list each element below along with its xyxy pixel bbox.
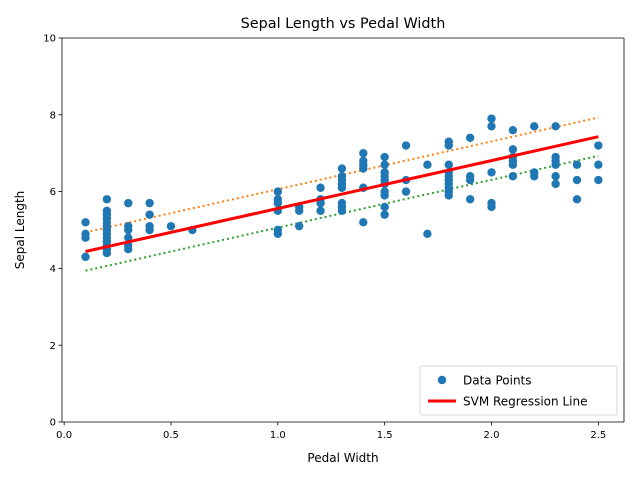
data-point <box>124 233 133 242</box>
data-point <box>273 198 283 208</box>
data-point <box>508 125 518 135</box>
data-point <box>124 198 133 208</box>
data-point <box>145 198 154 208</box>
data-point <box>487 114 496 123</box>
x-tick-label: 0.5 <box>163 430 179 441</box>
data-point <box>465 195 475 204</box>
data-point <box>145 225 154 235</box>
data-point <box>423 160 432 169</box>
data-point <box>81 218 90 227</box>
data-point <box>444 160 453 169</box>
data-point <box>273 187 283 196</box>
data-point <box>316 206 325 215</box>
data-point <box>530 122 539 131</box>
data-point <box>124 245 133 254</box>
data-point <box>316 183 325 192</box>
data-point <box>401 141 411 150</box>
axes-layer <box>61 37 625 423</box>
data-point <box>380 152 389 162</box>
x-tick-label: 0.0 <box>56 430 72 441</box>
data-point <box>444 141 453 150</box>
data-point <box>508 145 518 154</box>
data-point <box>572 160 582 169</box>
data-point <box>594 175 603 185</box>
x-tick-label: 2.5 <box>590 430 606 441</box>
legend-label-svm-line: SVM Regression Line <box>463 395 587 409</box>
y-tick-label: 2 <box>50 341 56 352</box>
data-point <box>337 164 347 173</box>
data-point <box>444 191 453 200</box>
legend: Data Points SVM Regression Line <box>419 365 618 416</box>
data-point <box>102 195 112 204</box>
data-point <box>487 168 496 177</box>
data-point <box>337 206 347 215</box>
data-point <box>401 187 411 196</box>
data-point <box>81 252 90 262</box>
data-point <box>359 149 368 158</box>
data-point <box>594 141 603 150</box>
data-point <box>572 175 582 185</box>
data-point <box>487 122 496 131</box>
y-tick-label: 4 <box>50 264 56 275</box>
x-tick-label: 2.0 <box>484 430 500 441</box>
data-point <box>551 122 560 131</box>
data-point <box>359 218 368 227</box>
data-point <box>551 160 560 169</box>
chart-title: Sepal Length vs Pedal Width <box>241 16 446 32</box>
data-point <box>530 172 539 181</box>
data-point <box>294 221 304 231</box>
data-point <box>594 160 603 169</box>
data-point <box>508 172 518 181</box>
x-tick-label: 1.0 <box>270 430 286 441</box>
legend-marker-data-points <box>437 375 447 385</box>
y-tick-label: 10 <box>43 34 56 45</box>
data-point <box>166 221 176 231</box>
data-point <box>380 202 389 212</box>
data-point <box>273 229 283 239</box>
data-point <box>423 229 432 239</box>
svm-regression-line <box>85 135 599 253</box>
data-point <box>380 191 389 200</box>
data-point <box>380 160 389 169</box>
data-point <box>316 198 325 208</box>
points-layer <box>81 114 603 262</box>
data-point <box>572 195 582 204</box>
data-point <box>551 179 560 189</box>
data-point <box>124 225 133 235</box>
data-point <box>380 210 389 219</box>
data-point <box>81 233 90 242</box>
y-axis-label: Sepal Length <box>13 191 27 270</box>
plot-area <box>62 38 624 422</box>
y-tick-label: 6 <box>50 187 56 198</box>
data-point <box>487 202 496 212</box>
data-point <box>102 248 112 258</box>
legend-box <box>419 365 618 416</box>
legend-label-data-points: Data Points <box>463 374 532 388</box>
data-point <box>145 210 154 219</box>
y-tick-label: 0 <box>50 418 56 429</box>
x-axis-label: Pedal Width <box>307 451 378 465</box>
data-point <box>465 175 475 185</box>
data-point <box>359 164 368 173</box>
data-point <box>465 133 475 143</box>
x-tick-label: 1.5 <box>377 430 393 441</box>
ticks-layer: 0.0 0.5 1.0 1.5 2.0 2.5 0 2 4 6 8 10 <box>43 34 606 441</box>
data-point <box>337 183 347 192</box>
data-point <box>508 160 518 169</box>
data-point <box>294 206 304 215</box>
y-tick-label: 8 <box>50 110 56 121</box>
data-point <box>551 172 560 181</box>
